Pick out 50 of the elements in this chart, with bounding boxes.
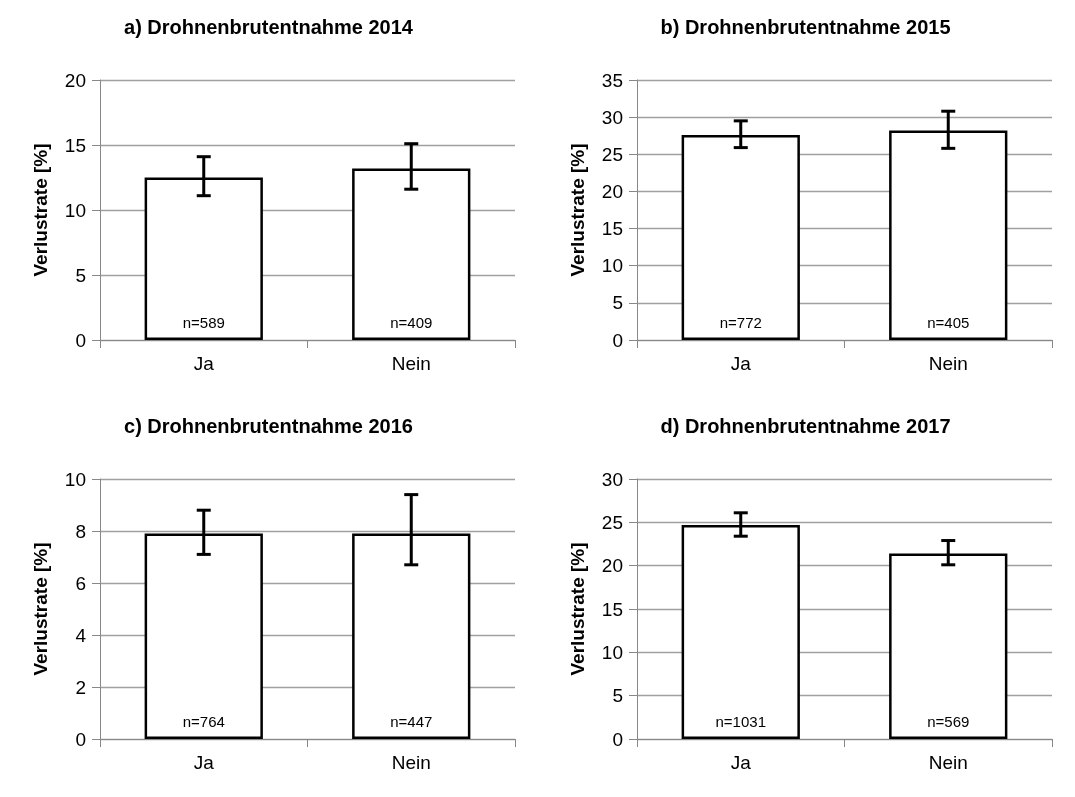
y-tick-label: 20 [64,69,86,91]
y-tick-label: 25 [601,511,623,533]
annotation: n=1031 [715,712,766,730]
chart-title: a) Drohnenbrutentnahme 2014 [124,16,414,38]
x-tick-label: Nein [391,751,431,773]
y-tick-label: 6 [75,572,86,593]
y-tick-label: 0 [612,728,623,749]
annotation: n=589 [182,314,225,331]
y-tick-label: 20 [601,180,623,202]
chart-title: d) Drohnenbrutentnahme 2017 [660,414,951,437]
chart-title: c) Drohnenbrutentnahme 2016 [124,414,413,437]
annotation: n=569 [927,712,970,730]
y-tick-label: 0 [612,329,623,351]
y-axis-title: Verlustrate [%] [30,143,51,277]
y-tick-label: 8 [75,520,86,541]
x-tick-label: Ja [193,353,215,374]
y-axis-title: Verlustrate [%] [567,143,588,277]
y-tick-label: 10 [601,255,623,277]
y-tick-label: 5 [612,684,623,706]
y-tick-label: 15 [601,218,623,240]
annotation: n=772 [719,314,762,331]
annotation: n=409 [390,314,433,331]
x-tick-label: Ja [730,751,752,773]
y-tick-label: 15 [64,134,86,156]
chart-title: b) Drohnenbrutentnahme 2015 [660,16,951,38]
y-axis-title: Verlustrate [%] [567,541,588,676]
y-tick-label: 25 [601,143,623,165]
x-tick-label: Nein [928,353,968,374]
y-tick-label: 35 [601,69,623,91]
annotation: n=764 [182,712,225,730]
y-tick-label: 10 [601,641,623,663]
y-tick-label: 10 [64,199,86,221]
y-tick-label: 2 [75,676,86,697]
y-tick-label: 0 [75,728,86,749]
annotation: n=447 [390,712,433,730]
y-axis-title: Verlustrate [%] [30,541,51,676]
x-tick-label: Nein [928,751,968,773]
x-tick-label: Nein [391,353,431,374]
y-tick-label: 15 [601,598,623,619]
y-tick-label: 30 [601,468,623,489]
x-tick-label: Ja [193,751,215,773]
y-tick-label: 4 [75,624,87,645]
y-tick-label: 30 [601,106,623,128]
x-tick-label: Ja [730,353,752,374]
y-tick-label: 0 [75,329,86,351]
y-tick-label: 20 [601,554,623,576]
y-tick-label: 10 [64,468,86,489]
y-tick-label: 5 [612,292,623,314]
annotation: n=405 [927,314,970,331]
y-tick-label: 5 [75,264,86,286]
